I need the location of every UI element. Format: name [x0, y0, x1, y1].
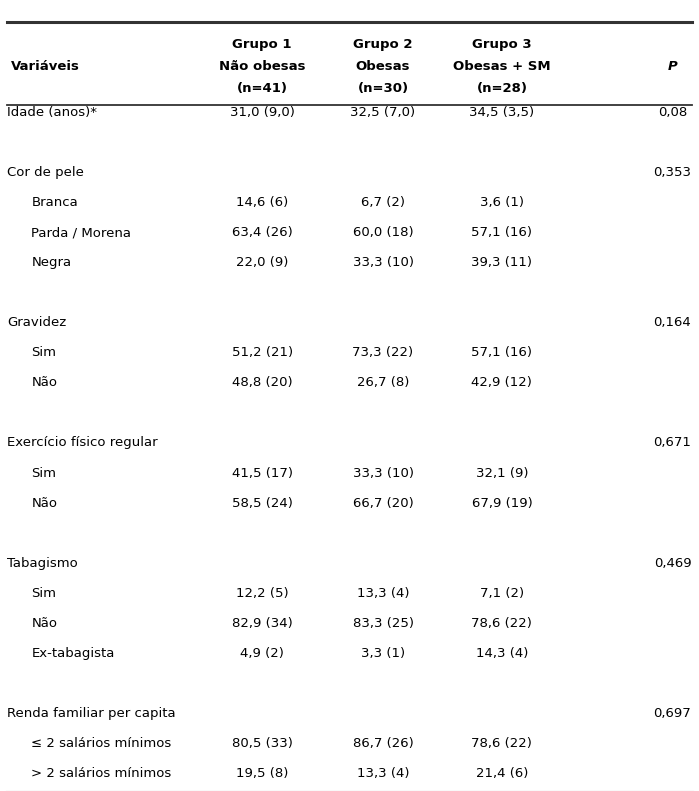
Text: ≤ 2 salários mínimos: ≤ 2 salários mínimos — [31, 737, 172, 750]
Text: Grupo 2: Grupo 2 — [353, 38, 413, 51]
Text: Parda / Morena: Parda / Morena — [31, 226, 131, 239]
Text: 0,671: 0,671 — [654, 437, 691, 449]
Text: 33,3 (10): 33,3 (10) — [352, 467, 414, 479]
Text: 32,1 (9): 32,1 (9) — [475, 467, 528, 479]
Text: 14,6 (6): 14,6 (6) — [236, 196, 288, 209]
Text: Grupo 1: Grupo 1 — [232, 38, 292, 51]
Text: Não: Não — [31, 377, 57, 389]
Text: Branca: Branca — [31, 196, 78, 209]
Text: 3,6 (1): 3,6 (1) — [480, 196, 524, 209]
Text: 78,6 (22): 78,6 (22) — [471, 737, 533, 750]
Text: 51,2 (21): 51,2 (21) — [231, 346, 293, 359]
Text: 0,353: 0,353 — [654, 166, 691, 179]
Text: Grupo 3: Grupo 3 — [472, 38, 532, 51]
Text: Não: Não — [31, 497, 57, 509]
Text: 0,08: 0,08 — [658, 106, 687, 119]
Text: 58,5 (24): 58,5 (24) — [231, 497, 293, 509]
Text: Não obesas: Não obesas — [219, 60, 305, 73]
Text: 33,3 (10): 33,3 (10) — [352, 256, 414, 269]
Text: (n=30): (n=30) — [357, 82, 409, 95]
Text: Obesas + SM: Obesas + SM — [453, 60, 551, 73]
Text: Sim: Sim — [31, 346, 57, 359]
Text: 7,1 (2): 7,1 (2) — [480, 587, 524, 600]
Text: 73,3 (22): 73,3 (22) — [352, 346, 414, 359]
Text: (n=28): (n=28) — [477, 82, 527, 95]
Text: Gravidez: Gravidez — [7, 316, 66, 329]
Text: 3,3 (1): 3,3 (1) — [361, 647, 405, 660]
Text: Não: Não — [31, 617, 57, 630]
Text: Idade (anos)*: Idade (anos)* — [7, 106, 97, 119]
Text: (n=41): (n=41) — [237, 82, 287, 95]
Text: 6,7 (2): 6,7 (2) — [361, 196, 405, 209]
Text: Negra: Negra — [31, 256, 71, 269]
Text: 66,7 (20): 66,7 (20) — [353, 497, 413, 509]
Text: Sim: Sim — [31, 587, 57, 600]
Text: 13,3 (4): 13,3 (4) — [356, 587, 410, 600]
Text: Ex-tabagista: Ex-tabagista — [31, 647, 115, 660]
Text: 57,1 (16): 57,1 (16) — [471, 346, 533, 359]
Text: 0,164: 0,164 — [654, 316, 691, 329]
Text: 14,3 (4): 14,3 (4) — [476, 647, 528, 660]
Text: 57,1 (16): 57,1 (16) — [471, 226, 533, 239]
Text: 41,5 (17): 41,5 (17) — [231, 467, 293, 479]
Text: Tabagismo: Tabagismo — [7, 557, 78, 570]
Text: 0,697: 0,697 — [654, 707, 691, 720]
Text: 32,5 (7,0): 32,5 (7,0) — [350, 106, 416, 119]
Text: Obesas: Obesas — [356, 60, 410, 73]
Text: 26,7 (8): 26,7 (8) — [357, 377, 409, 389]
Text: 31,0 (9,0): 31,0 (9,0) — [230, 106, 294, 119]
Text: 39,3 (11): 39,3 (11) — [471, 256, 533, 269]
Text: 12,2 (5): 12,2 (5) — [236, 587, 289, 600]
Text: 0,469: 0,469 — [654, 557, 691, 570]
Text: Renda familiar per capita: Renda familiar per capita — [7, 707, 175, 720]
Text: 13,3 (4): 13,3 (4) — [356, 767, 410, 780]
Text: 34,5 (3,5): 34,5 (3,5) — [469, 106, 535, 119]
Text: 22,0 (9): 22,0 (9) — [236, 256, 288, 269]
Text: 4,9 (2): 4,9 (2) — [240, 647, 284, 660]
Text: Cor de pele: Cor de pele — [7, 166, 84, 179]
Text: Sim: Sim — [31, 467, 57, 479]
Text: Exercício físico regular: Exercício físico regular — [7, 437, 157, 449]
Text: 48,8 (20): 48,8 (20) — [232, 377, 292, 389]
Text: Variáveis: Variáveis — [10, 60, 80, 73]
Text: 67,9 (19): 67,9 (19) — [472, 497, 532, 509]
Text: 60,0 (18): 60,0 (18) — [353, 226, 413, 239]
Text: 82,9 (34): 82,9 (34) — [232, 617, 292, 630]
Text: 42,9 (12): 42,9 (12) — [471, 377, 533, 389]
Text: 80,5 (33): 80,5 (33) — [231, 737, 293, 750]
Text: 78,6 (22): 78,6 (22) — [471, 617, 533, 630]
Text: P: P — [668, 60, 677, 73]
Text: > 2 salários mínimos: > 2 salários mínimos — [31, 767, 172, 780]
Text: 83,3 (25): 83,3 (25) — [352, 617, 414, 630]
Text: 21,4 (6): 21,4 (6) — [476, 767, 528, 780]
Text: 86,7 (26): 86,7 (26) — [353, 737, 413, 750]
Text: 19,5 (8): 19,5 (8) — [236, 767, 288, 780]
Text: 63,4 (26): 63,4 (26) — [232, 226, 292, 239]
